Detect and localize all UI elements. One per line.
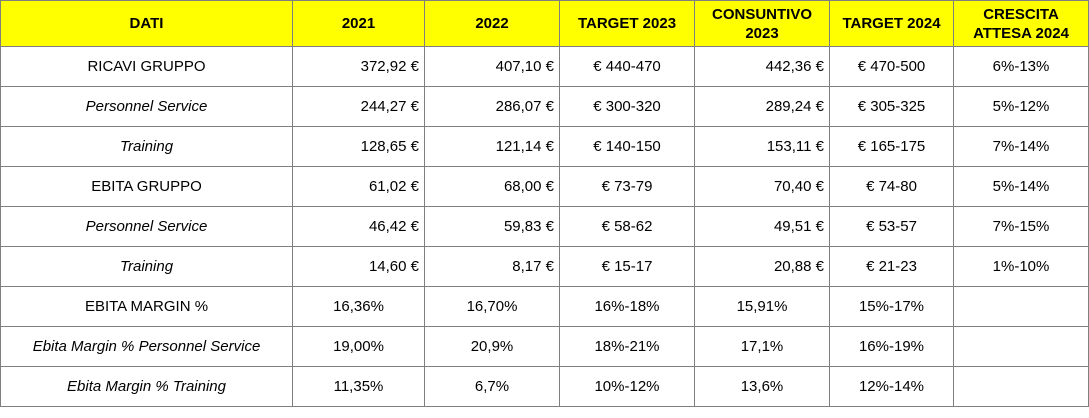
table-cell: 153,11 € [694,126,830,167]
table-cell [953,286,1089,327]
table-cell: 7%-14% [953,126,1089,167]
table-cell: 20,88 € [694,246,830,287]
table-cell: 6%-13% [953,46,1089,87]
table-row: Training 128,65 €121,14 € € 140-150 153,11 … [0,126,1089,167]
financial-data-table: DATI 2021 2022 TARGET 2023 CONSUNTIVO 20… [0,0,1089,407]
table-cell: € 15-17 [559,246,695,287]
table-cell: 13,6% [694,366,830,407]
row-label: Training [0,246,293,287]
table-cell: 70,40 € [694,166,830,207]
header-row: DATI 2021 2022 TARGET 2023 CONSUNTIVO 20… [0,0,1089,47]
table-row: Ebita Margin % Training 11,35% 6,7% 10%-12%… [0,366,1089,407]
table-cell [953,326,1089,367]
row-label: EBITA MARGIN % [0,286,293,327]
table-cell: € 53-57 [829,206,954,247]
table-cell: 11,35% [292,366,425,407]
table-row: Ebita Margin % Personnel Service 19,00% 20… [0,326,1089,367]
table-cell: 442,36 € [694,46,830,87]
table-cell: 14,60 € [292,246,425,287]
row-label: Training [0,126,293,167]
row-label: Ebita Margin % Personnel Service [0,326,293,367]
table-cell: € 165-175 [829,126,954,167]
table-cell: 18%-21% [559,326,695,367]
table-cell: 10%-12% [559,366,695,407]
table-cell: 16%-19% [829,326,954,367]
table-row: EBITA MARGIN % 16,36% 16,70% 16%-18% 15,91% 1… [0,286,1089,327]
table-cell: 5%-12% [953,86,1089,127]
table-cell: 16%-18% [559,286,695,327]
table-cell: 128,65 € [292,126,425,167]
row-label: Personnel Service [0,86,293,127]
table-cell: € 140-150 [559,126,695,167]
table-row: EBITA GRUPPO 61,02 €68,00 € € 73-79 70,40 €… [0,166,1089,207]
table-cell: 244,27 € [292,86,425,127]
table-cell: 68,00 € [424,166,560,207]
table-cell: 407,10 € [424,46,560,87]
header-crescita-attesa-2024: CRESCITA ATTESA 2024 [953,0,1089,47]
table-cell: € 74-80 [829,166,954,207]
table-cell: 59,83 € [424,206,560,247]
table-row: Personnel Service 244,27 €286,07 € € 300-3… [0,86,1089,127]
table-cell: € 470-500 [829,46,954,87]
table-cell: 7%-15% [953,206,1089,247]
table-cell: € 300-320 [559,86,695,127]
table-cell: 15,91% [694,286,830,327]
table-cell: 16,36% [292,286,425,327]
row-label: EBITA GRUPPO [0,166,293,207]
table-cell: 372,92 € [292,46,425,87]
table-cell: 6,7% [424,366,560,407]
table-cell: 20,9% [424,326,560,367]
table-cell: 49,51 € [694,206,830,247]
header-target-2023: TARGET 2023 [559,0,695,47]
table-cell: 286,07 € [424,86,560,127]
table-cell: 61,02 € [292,166,425,207]
table-cell: 17,1% [694,326,830,367]
table-cell: 16,70% [424,286,560,327]
table-cell: € 440-470 [559,46,695,87]
table-cell: € 305-325 [829,86,954,127]
header-consuntivo-2023: CONSUNTIVO 2023 [694,0,830,47]
table-cell: 8,17 € [424,246,560,287]
row-label: Ebita Margin % Training [0,366,293,407]
table-cell: 15%-17% [829,286,954,327]
table-cell [953,366,1089,407]
table-cell: 1%-10% [953,246,1089,287]
table-cell: € 73-79 [559,166,695,207]
header-dati: DATI [0,0,293,47]
table-row: Personnel Service 46,42 €59,83 € € 58-62 49… [0,206,1089,247]
table-row: RICAVI GRUPPO 372,92 €407,10 € € 440-470 44… [0,46,1089,87]
table-cell: 121,14 € [424,126,560,167]
table-cell: € 21-23 [829,246,954,287]
table-cell: 19,00% [292,326,425,367]
header-target-2024: TARGET 2024 [829,0,954,47]
header-2021: 2021 [292,0,425,47]
header-2022: 2022 [424,0,560,47]
row-label: RICAVI GRUPPO [0,46,293,87]
table-row: Training 14,60 €8,17 € € 15-17 20,88 € € 21-… [0,246,1089,287]
table-cell: 289,24 € [694,86,830,127]
table-cell: € 58-62 [559,206,695,247]
table-cell: 5%-14% [953,166,1089,207]
table-cell: 46,42 € [292,206,425,247]
row-label: Personnel Service [0,206,293,247]
table-cell: 12%-14% [829,366,954,407]
